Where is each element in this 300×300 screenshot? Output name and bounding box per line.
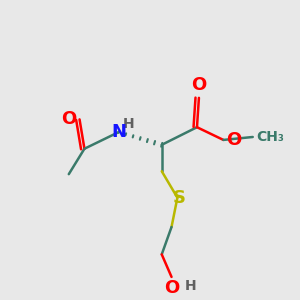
Text: CH₃: CH₃ bbox=[257, 130, 284, 144]
Text: O: O bbox=[191, 76, 206, 94]
Text: N: N bbox=[111, 123, 126, 141]
Text: O: O bbox=[164, 279, 179, 297]
Text: O: O bbox=[61, 110, 76, 128]
Text: H: H bbox=[185, 279, 197, 293]
Text: S: S bbox=[173, 189, 186, 207]
Text: H: H bbox=[123, 117, 134, 131]
Text: O: O bbox=[226, 131, 242, 149]
